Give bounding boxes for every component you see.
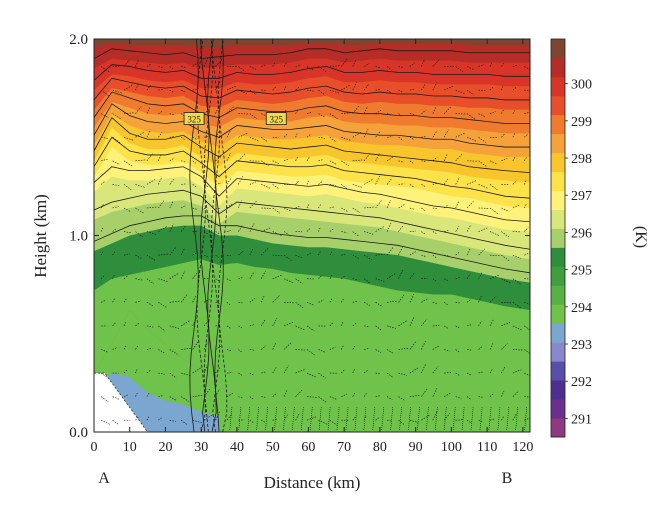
colorbar-tick-label: 300 bbox=[571, 78, 592, 93]
colorbar-swatch bbox=[551, 304, 565, 323]
colorbar-swatch bbox=[551, 39, 565, 58]
x-tick-label: 60 bbox=[301, 440, 315, 455]
colorbar-tick-label: 292 bbox=[571, 375, 592, 390]
colorbar-swatch bbox=[551, 172, 565, 191]
colorbar-label: (K) bbox=[632, 226, 649, 248]
colorbar-swatch bbox=[551, 418, 565, 437]
x-tick-label: 10 bbox=[123, 440, 137, 455]
colorbar-swatch bbox=[551, 115, 565, 134]
colorbar-swatch bbox=[551, 153, 565, 172]
svg-text:325: 325 bbox=[187, 115, 201, 125]
x-tick-label: 70 bbox=[337, 440, 351, 455]
colorbar-tick-label: 297 bbox=[571, 189, 592, 204]
isentrope-label-1: 325 bbox=[266, 113, 286, 125]
x-tick-label: 100 bbox=[441, 440, 462, 455]
y-tick-label: 1.0 bbox=[69, 229, 88, 245]
colorbar-swatch bbox=[551, 399, 565, 418]
x-axis-label: Distance (km) bbox=[264, 473, 361, 492]
colorbar-swatch bbox=[551, 323, 565, 342]
colorbar-tick-label: 296 bbox=[571, 226, 592, 241]
colorbar-swatch bbox=[551, 229, 565, 248]
endpoint-b-label: B bbox=[502, 470, 513, 487]
isentrope-label-0: 325 bbox=[184, 113, 204, 125]
x-tick-label: 120 bbox=[512, 440, 533, 455]
colorbar-swatch bbox=[551, 342, 565, 361]
svg-text:325: 325 bbox=[270, 115, 284, 125]
colorbar-tick-label: 295 bbox=[571, 264, 592, 279]
x-tick-label: 90 bbox=[409, 440, 423, 455]
colorbar-swatch bbox=[551, 266, 565, 285]
colorbar-tick-label: 298 bbox=[571, 152, 592, 167]
x-tick-label: 20 bbox=[158, 440, 172, 455]
isentrope-line-12 bbox=[94, 33, 530, 37]
colorbar-swatch bbox=[551, 134, 565, 153]
x-tick-label: 110 bbox=[477, 440, 497, 455]
colorbar-tick-label: 294 bbox=[571, 301, 592, 316]
colorbar-swatch bbox=[551, 77, 565, 96]
colorbar-swatch bbox=[551, 96, 565, 115]
x-tick-label: 80 bbox=[373, 440, 387, 455]
x-tick-label: 30 bbox=[194, 440, 208, 455]
endpoint-a-label: A bbox=[98, 470, 110, 487]
colorbar-swatch bbox=[551, 191, 565, 210]
colorbar-swatch bbox=[551, 361, 565, 380]
colorbar-swatch bbox=[551, 210, 565, 229]
colorbar-tick-label: 299 bbox=[571, 115, 592, 130]
y-tick-label: 2.0 bbox=[69, 32, 88, 48]
y-axis-label: Height (km) bbox=[31, 194, 50, 278]
colorbar-swatch bbox=[551, 285, 565, 304]
x-tick-label: 40 bbox=[230, 440, 244, 455]
colorbar-swatch bbox=[551, 380, 565, 399]
x-tick-label: 0 bbox=[91, 440, 98, 455]
x-tick-label: 50 bbox=[266, 440, 280, 455]
colorbar-swatch bbox=[551, 247, 565, 266]
y-tick-label: 0.0 bbox=[69, 425, 88, 441]
colorbar: 291 292 293 294 295 296 297 298 299 300 bbox=[551, 39, 592, 437]
colorbar-tick-label: 291 bbox=[571, 412, 592, 427]
colorbar-tick-label: 293 bbox=[571, 338, 592, 353]
colorbar-swatch bbox=[551, 58, 565, 77]
